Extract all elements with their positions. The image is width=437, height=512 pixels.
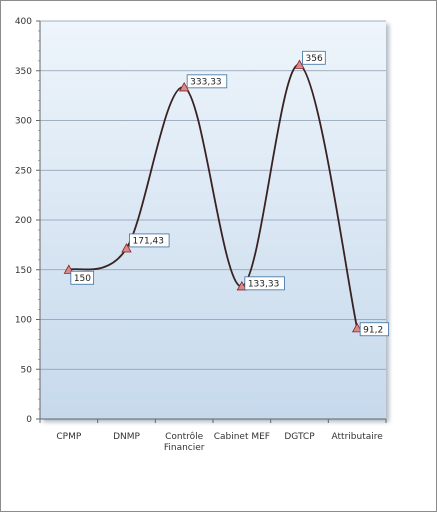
series xyxy=(68,63,359,329)
data-label: 333,33 xyxy=(190,78,222,88)
y-tick-label: 100 xyxy=(15,316,32,326)
data-label-box xyxy=(129,233,170,248)
x-category-label: CPMP xyxy=(56,432,81,442)
x-category-label: Contrôle Financier xyxy=(164,431,205,453)
markers xyxy=(63,59,363,333)
x-category-label: DNMP xyxy=(113,432,140,442)
y-tick-labels: 0 50 100 150 200 250 300 350 400 xyxy=(15,17,32,425)
data-label-box xyxy=(359,322,389,337)
y-tick-label: 350 xyxy=(15,67,32,77)
x-category-label: DGTCP xyxy=(284,432,315,442)
data-label-box xyxy=(244,276,285,291)
data-label: 91,2 xyxy=(363,326,383,336)
y-tick-label: 400 xyxy=(15,17,32,27)
gridlines xyxy=(40,20,386,370)
data-label: 150 xyxy=(74,274,91,284)
data-label: 133,33 xyxy=(248,280,279,290)
x-category-label: Attributaire xyxy=(332,432,384,442)
y-tick-label: 300 xyxy=(15,117,32,127)
data-point-marker xyxy=(178,82,190,92)
y-tick-label: 250 xyxy=(15,166,32,176)
y-tick-label: 200 xyxy=(15,216,32,226)
data-point-marker xyxy=(121,243,132,253)
x-category-labels: CPMP DNMP Contrôle Financier Cabinet MEF DGTC… xyxy=(56,431,383,453)
data-label-box xyxy=(70,270,95,285)
data-point-marker xyxy=(294,59,305,69)
data-point-marker xyxy=(236,281,248,291)
y-tick-label: 150 xyxy=(15,266,32,276)
y-tick-label: 0 xyxy=(26,415,32,425)
data-point-marker xyxy=(351,322,363,333)
data-labels: 150 171,43 333,33 133,33 356 91,2 xyxy=(70,50,389,337)
x-category-label: Cabinet MEF xyxy=(214,432,270,442)
data-label-box xyxy=(302,50,326,65)
data-label: 356 xyxy=(306,54,323,64)
data-label-box xyxy=(186,74,228,89)
y-tick-label: 50 xyxy=(21,365,33,375)
axes xyxy=(36,20,387,423)
series-line xyxy=(68,63,359,329)
data-label: 171,43 xyxy=(133,237,165,247)
